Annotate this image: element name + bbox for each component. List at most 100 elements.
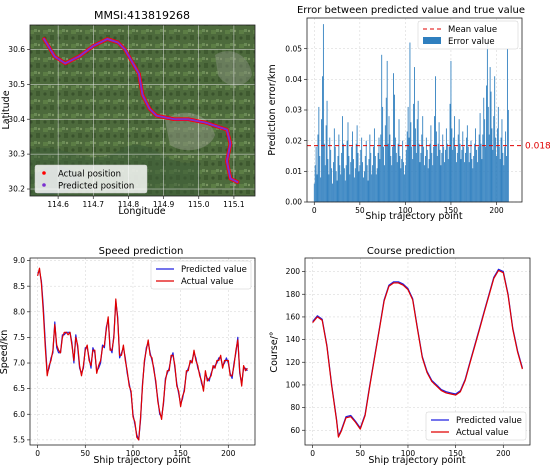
error-bar [401, 159, 403, 202]
error-bar [409, 42, 411, 202]
error-bar [394, 137, 396, 202]
error-bar [498, 146, 500, 202]
error-bar [335, 171, 337, 202]
y-tick-label: 0.01 [285, 167, 302, 176]
error-bar [349, 174, 351, 202]
error-bar [332, 162, 334, 202]
course-panel: Course prediction 0 50 100 150 200 60 80 100 120… [269, 246, 531, 466]
error-ylabel: Prediction error/km [267, 64, 278, 155]
error-bar [350, 162, 352, 202]
error-bar [475, 128, 476, 202]
error-bar [459, 143, 461, 202]
error-bar [445, 149, 446, 202]
error-bar [425, 156, 426, 202]
error-bar [404, 174, 405, 202]
y-tick-label: 30.2 [8, 185, 25, 194]
error-bar [501, 119, 503, 202]
error-bar [480, 143, 482, 202]
error-bar [431, 152, 433, 202]
error-bar [368, 159, 370, 202]
error-bar [444, 162, 445, 202]
error-bar [473, 156, 475, 202]
error-bar [462, 131, 464, 202]
course-xlabel: Ship trajectory point [368, 455, 465, 466]
error-bar [435, 76, 436, 202]
map-legend-predicted-marker [42, 183, 46, 187]
error-bar [315, 146, 317, 202]
error-bar [424, 165, 425, 202]
error-bar [502, 152, 504, 202]
error-bar [364, 156, 366, 202]
error-bar [410, 122, 412, 202]
error-bar [366, 165, 368, 202]
error-bar [383, 146, 384, 202]
error-bar [414, 128, 416, 202]
error-bar [353, 159, 354, 202]
course-ticks: 0 50 100 150 200 60 80 100 120 140 160 180 200 [286, 267, 511, 458]
error-bar [463, 146, 465, 202]
y-tick-label: 160 [286, 313, 301, 322]
error-bar [417, 100, 419, 202]
error-bar [499, 159, 501, 202]
error-bar [468, 162, 470, 202]
error-ticks: 0 50 100 150 200 0.00 0.01 0.02 0.03 0.04 0.05 [285, 44, 504, 215]
error-bar [464, 162, 466, 202]
x-tick-label: 114.7 [83, 200, 105, 209]
y-tick-label: 7.5 [13, 333, 25, 342]
error-bar [470, 140, 472, 202]
x-tick-label: 100 [126, 449, 141, 458]
error-bar [317, 134, 319, 202]
error-bar [495, 137, 497, 202]
mean-value-label: 0.0184 [525, 142, 550, 152]
error-bar [419, 162, 421, 202]
y-tick-label: 5.5 [13, 435, 25, 444]
y-tick-label: 8.0 [13, 307, 25, 316]
error-bar [344, 180, 346, 202]
error-bar [339, 165, 341, 202]
error-bar [393, 73, 394, 202]
map-legend-actual-marker [42, 171, 46, 175]
x-tick-label: 50 [355, 206, 365, 215]
error-bar [466, 125, 468, 202]
error-bar [434, 116, 435, 202]
x-tick-label: 100 [398, 206, 413, 215]
y-tick-label: 30.5 [8, 80, 25, 89]
error-bar [506, 156, 507, 202]
error-bar [439, 149, 441, 202]
speed-panel: Speed prediction 0 50 100 150 200 5.5 6.0 6.5 7.… [0, 246, 256, 466]
error-bar [388, 116, 390, 202]
error-bar [422, 116, 424, 202]
y-tick-label: 0.05 [285, 44, 302, 53]
error-bar [493, 116, 495, 202]
x-tick-label: 150 [448, 449, 463, 458]
error-title: Error between predicted value and true v… [297, 5, 525, 16]
error-bar [357, 152, 359, 202]
error-bar [348, 156, 350, 202]
error-bar [391, 165, 393, 202]
error-bar [334, 146, 336, 202]
y-tick-label: 6.5 [13, 384, 25, 393]
predicted-position-track [43, 38, 239, 183]
x-tick-label: 100 [401, 449, 416, 458]
error-bar [453, 137, 455, 202]
error-bar [332, 183, 333, 202]
error-bar [429, 143, 431, 202]
error-bar [432, 165, 434, 202]
error-bar [358, 171, 360, 202]
error-bar [428, 159, 430, 202]
error-bar [337, 156, 339, 202]
map-legend: Actual position Predicted position [34, 164, 148, 194]
error-bar [320, 177, 322, 202]
error-bar [329, 137, 331, 202]
error-bar [324, 165, 326, 202]
error-bar [394, 94, 395, 202]
error-bar [485, 146, 486, 202]
error-bar [436, 156, 438, 202]
map-urban-patch-2 [215, 51, 252, 86]
error-bar [505, 131, 507, 202]
error-bar [476, 149, 477, 202]
error-bar [392, 146, 394, 202]
error-bar [491, 128, 493, 202]
error-bar [408, 137, 410, 202]
